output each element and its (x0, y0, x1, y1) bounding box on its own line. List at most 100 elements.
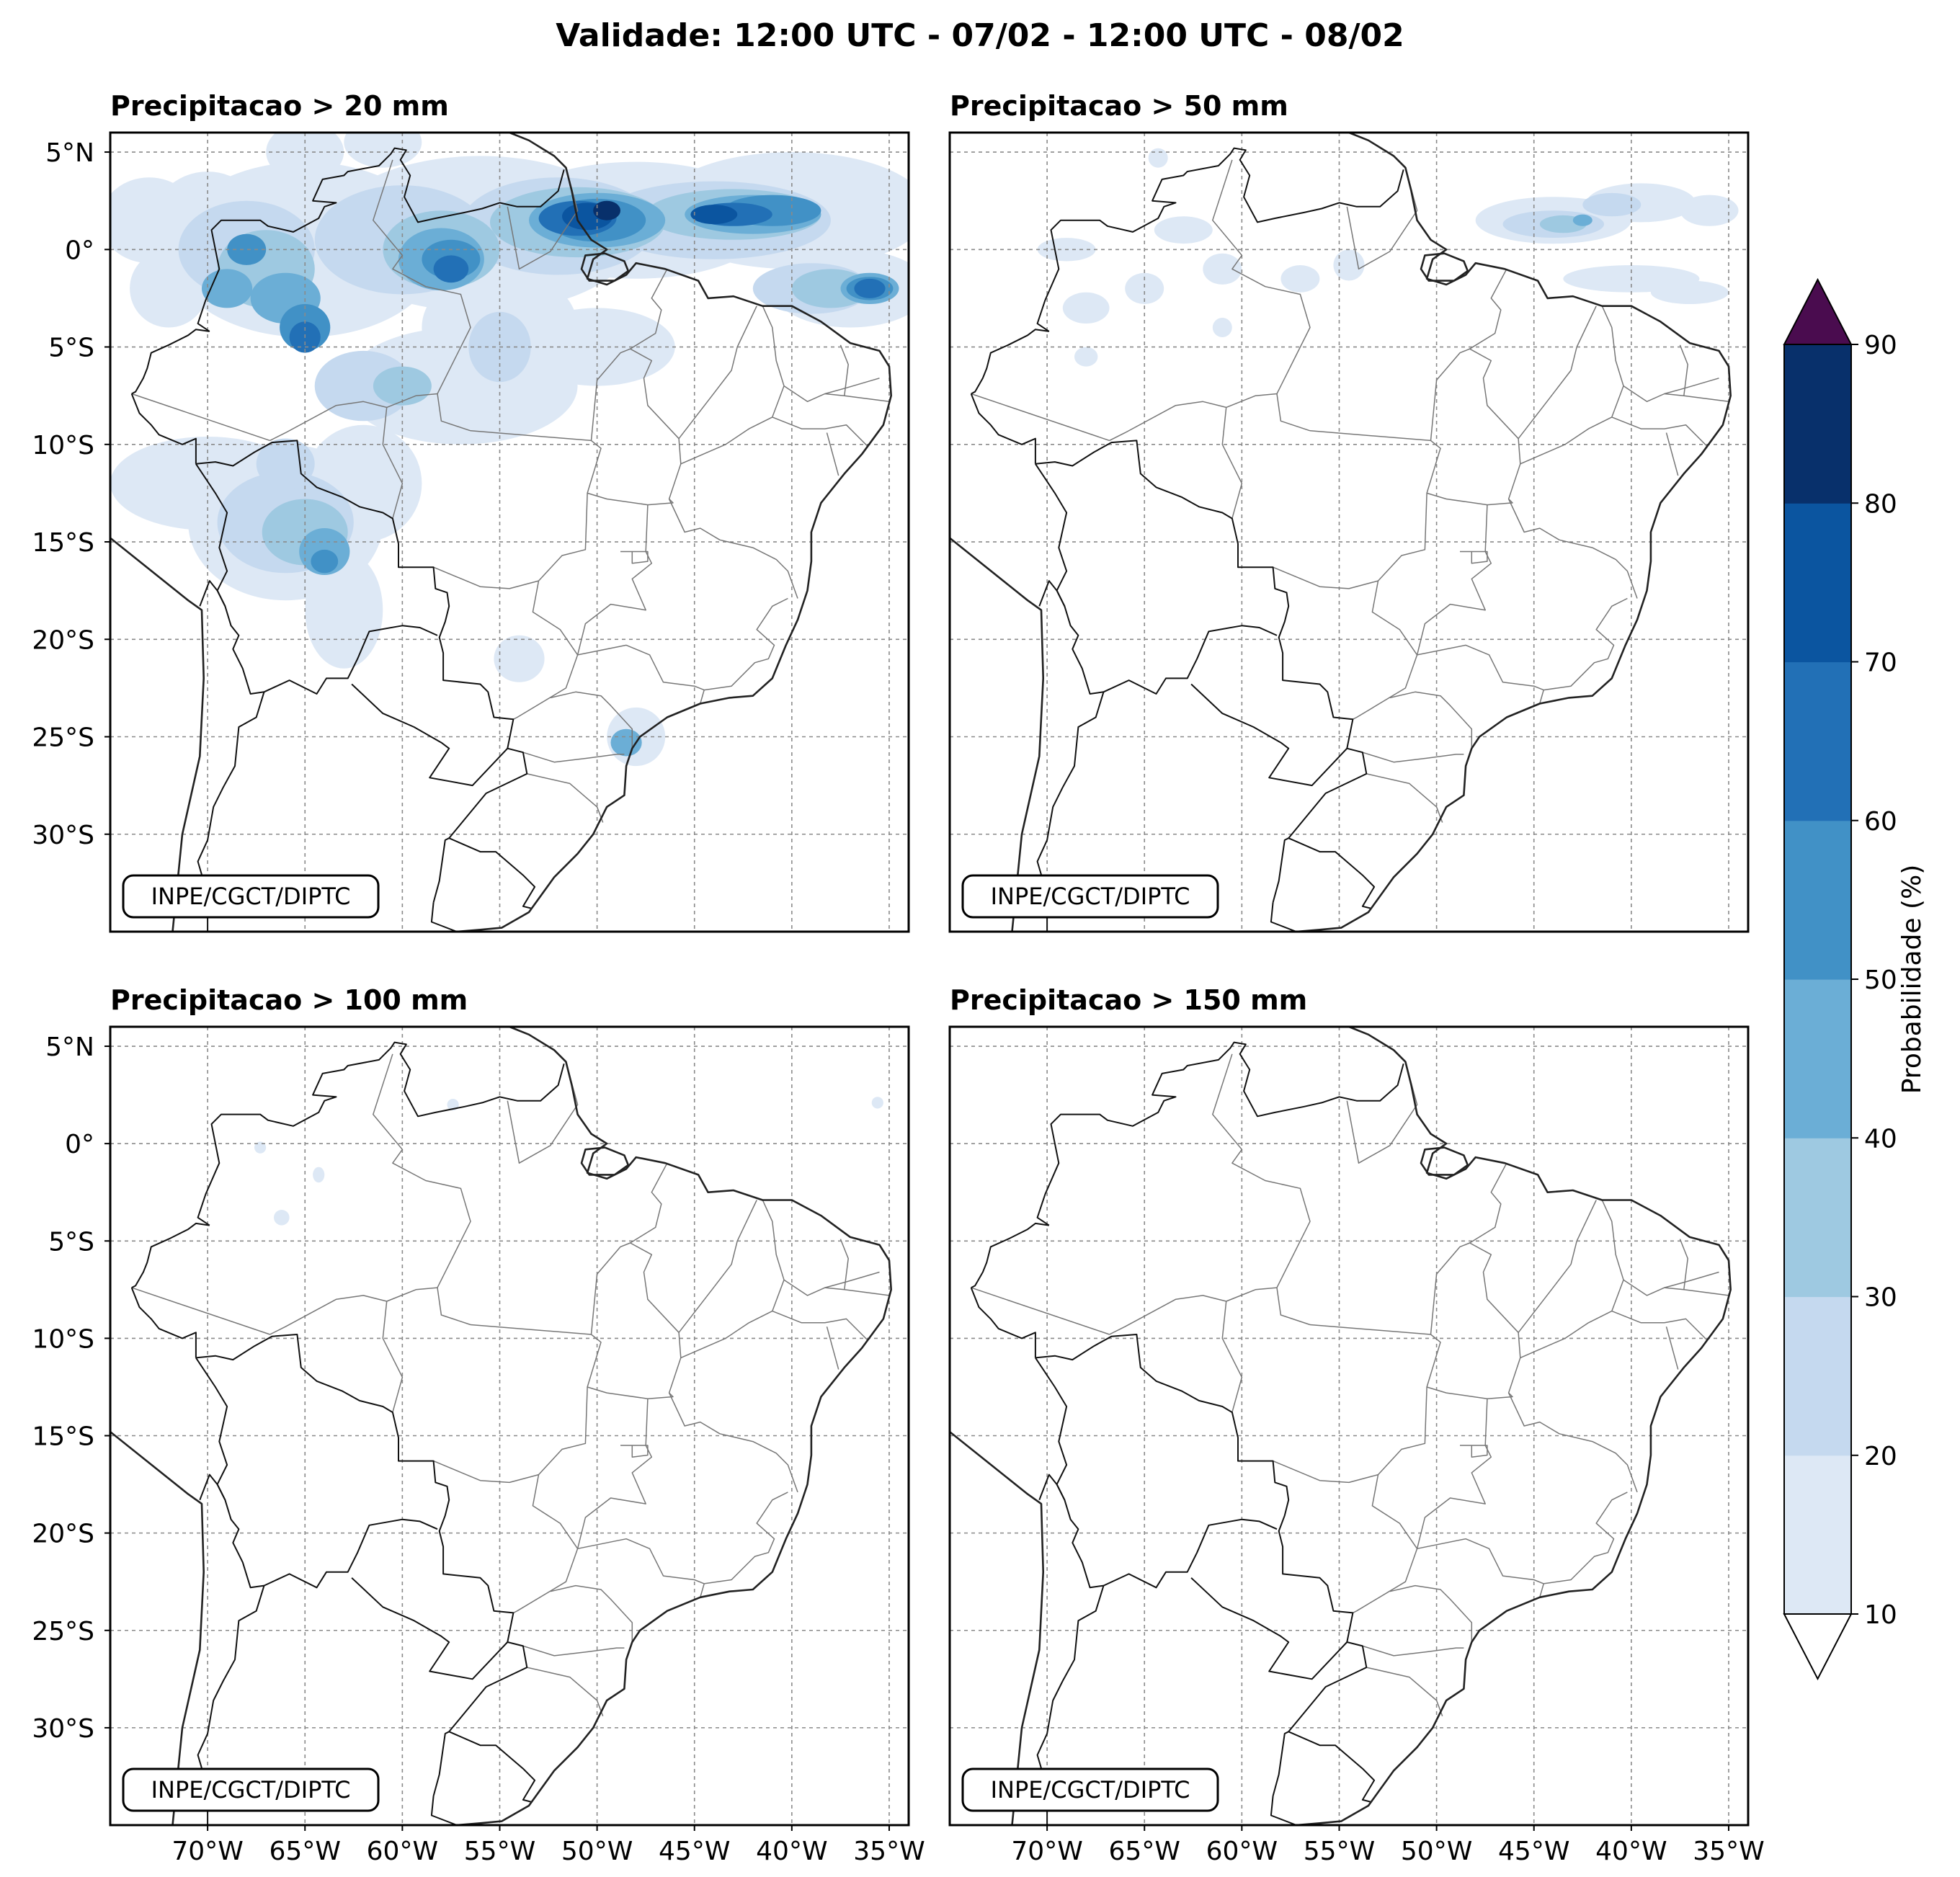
lon-tick-label: 40°W (756, 1837, 827, 1866)
state-border (1544, 1492, 1628, 1584)
state-border (1507, 1392, 1638, 1493)
colorbar-segment (1784, 1455, 1851, 1615)
state-border (1539, 690, 1544, 704)
state-border (1212, 159, 1311, 394)
precip-probability-area (433, 255, 469, 283)
precip-probability-area (227, 233, 267, 265)
state-border (824, 378, 880, 395)
state-border (1362, 1645, 1464, 1657)
state-border (131, 1287, 270, 1335)
panel-precip-100: Precipitacao > 100 mm 5°N 0° 5°S 10°S 15°S 20… (32, 984, 925, 1866)
map-background (950, 1027, 1748, 1825)
colorbar-segment (1784, 1296, 1851, 1456)
colorbar-segment (1784, 979, 1851, 1138)
state-border (844, 1289, 890, 1296)
credit-box: INPE/CGCT/DIPTC (961, 1767, 1219, 1812)
country-border (430, 1796, 458, 1825)
state-border (704, 1492, 788, 1584)
map-frame (109, 1025, 910, 1827)
colorbar-tick-label: 10 (1864, 1600, 1897, 1630)
state-border (826, 432, 839, 476)
state-border (433, 566, 539, 589)
lon-tick-label: 70°W (172, 1837, 243, 1866)
panel-title: Precipitacao > 150 mm (950, 984, 1307, 1016)
state-border (1273, 566, 1378, 589)
country-border (199, 580, 226, 607)
colorbar-segment (1784, 661, 1851, 821)
country-border (131, 329, 210, 395)
country-border (130, 1287, 197, 1358)
state-border (678, 306, 757, 440)
lat-tick-label: 25°S (32, 1617, 94, 1646)
lat-tick-label: 5°N (45, 138, 94, 168)
colorbar-segment (1784, 503, 1851, 663)
state-border (587, 1242, 682, 1399)
panel-precip-50: Precipitacao > 50 mm INPE/CGCT/DIPTC (948, 90, 1750, 933)
state-border (1623, 1239, 1688, 1296)
state-border (1518, 1200, 1597, 1333)
precip-probability-area (202, 269, 253, 308)
country-border (971, 329, 1049, 395)
colorbar-segment (1784, 1138, 1851, 1298)
precip-probability-area (1062, 292, 1110, 324)
panel-title: Precipitacao > 20 mm (110, 90, 449, 122)
state-border (844, 395, 890, 403)
credit-label: INPE/CGCT/DIPTC (151, 883, 351, 910)
country-border (1272, 1731, 1289, 1796)
precip-probability-area (314, 350, 412, 422)
state-border (1416, 504, 1544, 691)
country-border (195, 1357, 438, 1589)
precip-probability-area (1582, 192, 1642, 217)
precip-probability-area (344, 133, 422, 168)
colorbar-tick-label: 70 (1864, 648, 1897, 678)
lon-tick-label: 55°W (1304, 1837, 1375, 1866)
lon-tick-label: 35°W (853, 1837, 925, 1866)
state-border (1426, 1242, 1521, 1399)
lon-tick-label: 55°W (464, 1837, 535, 1866)
precip-probability-area (1333, 249, 1365, 281)
lat-tick-label: 30°S (32, 1714, 94, 1744)
colorbar-segment (1784, 820, 1851, 980)
panel-title: Precipitacao > 50 mm (950, 90, 1288, 122)
state-border (527, 773, 604, 823)
country-border (199, 1473, 226, 1501)
state-border (433, 1460, 539, 1484)
country-border (1190, 1577, 1348, 1680)
country-border (1035, 463, 1278, 695)
state-border (1611, 416, 1708, 447)
state-border (824, 1271, 880, 1288)
precip-probability-area (1212, 318, 1232, 337)
state-border (1362, 752, 1464, 763)
state-border (1611, 1310, 1708, 1341)
colorbar-under-triangle (1783, 1613, 1853, 1681)
state-border (680, 1200, 785, 1359)
state-border (1518, 306, 1597, 440)
map-area (950, 133, 1748, 932)
country-border (351, 1577, 509, 1680)
state-border (630, 1162, 668, 1244)
state-border (1520, 1200, 1624, 1359)
marajo-island (1420, 252, 1469, 282)
precip-probability-area (854, 278, 886, 298)
lon-tick-label: 40°W (1595, 1837, 1667, 1866)
marajo-island (580, 252, 630, 282)
lat-tick-label: 10°S (32, 1324, 94, 1354)
precip-probability-area (690, 205, 738, 225)
country-border (1035, 1357, 1278, 1589)
state-border (620, 550, 649, 564)
colorbar-tick-label: 40 (1864, 1124, 1897, 1154)
country-border (131, 1222, 210, 1288)
map-frame (109, 131, 910, 933)
state-border (1426, 348, 1521, 506)
state-border (550, 1584, 633, 1642)
precip-probability-area (313, 1167, 325, 1183)
country-border (1038, 1473, 1066, 1501)
panel-precip-150: Precipitacao > 150 mm 70°W 65°W 60°W 55°W 50… (948, 984, 1765, 1866)
lon-tick-label: 35°W (1693, 1837, 1764, 1866)
panel-title: Precipitacao > 100 mm (110, 984, 468, 1016)
lat-tick-label: 5°N (45, 1033, 94, 1062)
precip-probability-area (1280, 265, 1320, 293)
country-border (1036, 1041, 1404, 1226)
state-border (1683, 1289, 1729, 1296)
state-border (1507, 499, 1638, 599)
